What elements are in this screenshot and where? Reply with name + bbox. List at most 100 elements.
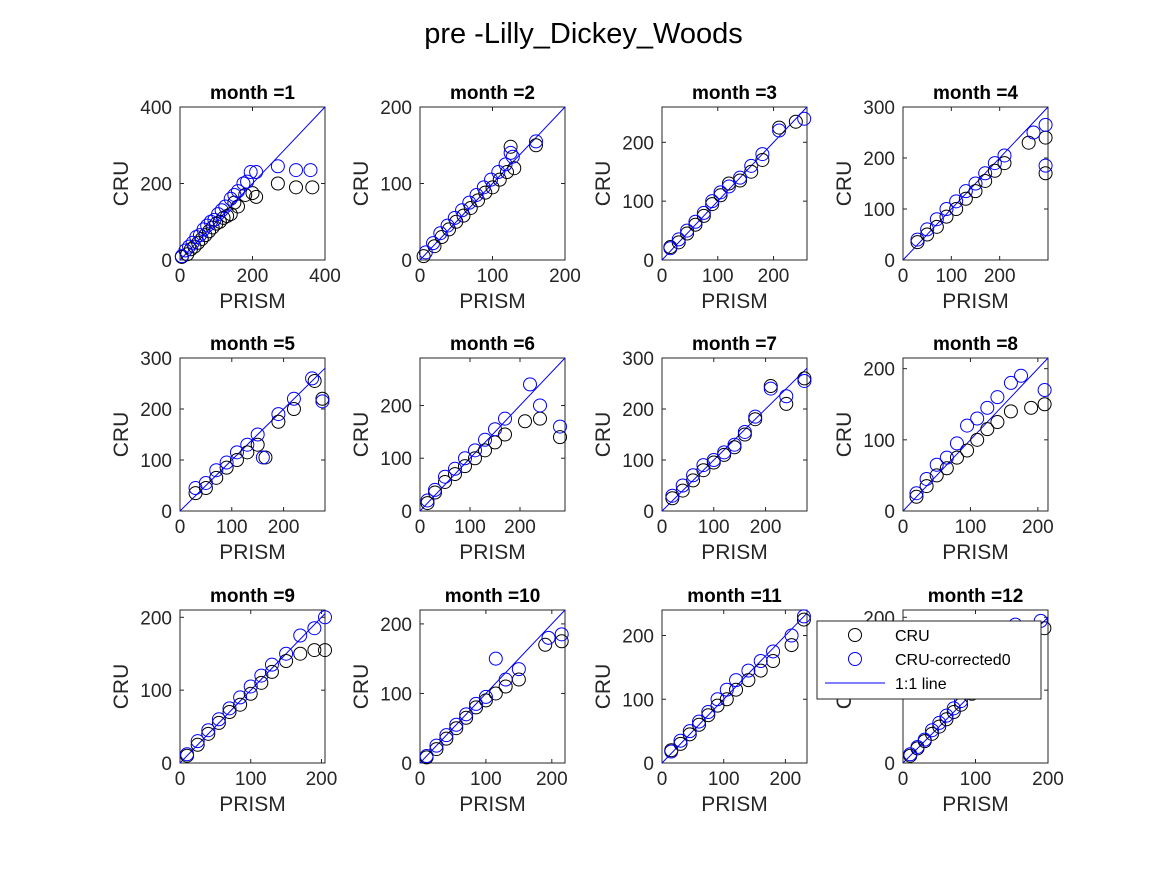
cru-point xyxy=(478,185,493,200)
y-tick-label: 200 xyxy=(863,360,895,381)
corrected-point xyxy=(189,230,204,245)
x-tick-label: 0 xyxy=(415,266,426,287)
corrected-point xyxy=(664,744,679,759)
subplot-month-6: 0 100 200 0 100 200 month =6 PRISM CRU xyxy=(350,334,567,564)
x-tick-label: 0 xyxy=(175,769,186,790)
corrected-point xyxy=(779,389,794,404)
one-to-one-line xyxy=(661,367,808,512)
corrected-point xyxy=(733,170,748,185)
cru-point xyxy=(249,189,264,204)
y-tick-label: 200 xyxy=(380,396,412,417)
one-to-one-line xyxy=(419,357,566,512)
cru-point xyxy=(939,209,954,224)
corrected-point xyxy=(264,657,279,672)
cru-point xyxy=(925,726,939,741)
axes-box xyxy=(179,357,326,512)
cru-point xyxy=(243,686,258,701)
cru-point xyxy=(438,474,452,489)
cru-point xyxy=(970,432,985,447)
x-tick-label: 200 xyxy=(306,769,338,790)
corrected-point xyxy=(286,391,301,406)
x-axis-label: PRISM xyxy=(701,290,768,313)
subplot-month-11: 0 100 200 0 100 200 month =11 PRISM CRU xyxy=(592,586,811,816)
corrected-point xyxy=(958,184,973,199)
cru-point xyxy=(485,180,500,195)
cru-point xyxy=(202,224,216,239)
legend-label: 1:1 line xyxy=(895,676,947,693)
cru-point xyxy=(191,235,206,250)
x-axis-label: PRISM xyxy=(459,541,526,564)
cru-point xyxy=(705,197,720,212)
legend-marker xyxy=(848,652,862,666)
y-axis-label: CRU xyxy=(110,412,133,458)
corrected-point xyxy=(488,651,503,666)
corrected-point xyxy=(1038,117,1053,132)
y-tick-label: 0 xyxy=(161,251,172,272)
cru-point xyxy=(779,396,794,411)
cru-point xyxy=(293,646,308,661)
y-tick-label: 0 xyxy=(401,251,412,272)
cru-point xyxy=(507,161,522,176)
cru-point xyxy=(469,700,484,715)
x-tick-label: 100 xyxy=(935,266,967,287)
corrected-point xyxy=(686,468,701,483)
x-tick-label: 200 xyxy=(549,266,581,287)
cru-point xyxy=(929,219,944,234)
x-tick-label: 0 xyxy=(415,517,426,538)
corrected-point xyxy=(449,717,464,732)
corrected-point xyxy=(970,411,985,426)
cru-point xyxy=(240,445,255,460)
corrected-point xyxy=(772,123,787,138)
x-axis-label: PRISM xyxy=(219,793,286,816)
x-tick-label: 100 xyxy=(216,517,248,538)
corrected-point xyxy=(236,176,251,191)
cru-point xyxy=(960,443,975,458)
corrected-point xyxy=(920,222,935,237)
cru-point xyxy=(458,459,472,474)
x-tick-label: 200 xyxy=(750,517,782,538)
cru-point xyxy=(471,193,485,208)
corrected-point xyxy=(420,493,435,508)
corrected-point xyxy=(980,400,995,415)
cru-point xyxy=(416,249,431,264)
y-axis-label: CRU xyxy=(592,412,615,458)
cru-point xyxy=(250,437,265,452)
corrected-point xyxy=(688,214,703,229)
corrected-point xyxy=(271,407,286,422)
cru-point xyxy=(1038,166,1053,181)
corrected-point xyxy=(478,432,492,447)
y-tick-label: 300 xyxy=(140,349,172,370)
corrected-point xyxy=(428,482,442,497)
corrected-point xyxy=(696,205,711,220)
cru-point xyxy=(1037,397,1052,412)
cru-point xyxy=(305,180,320,195)
cru-point xyxy=(264,664,279,679)
corrected-point xyxy=(459,707,474,722)
corrected-point xyxy=(939,450,954,465)
y-tick-label: 100 xyxy=(622,690,654,711)
corrected-point xyxy=(505,149,520,164)
corrected-point xyxy=(541,630,556,645)
x-tick-label: 100 xyxy=(698,517,730,538)
x-tick-label: 0 xyxy=(657,769,668,790)
y-tick-label: 100 xyxy=(863,431,895,452)
y-tick-label: 100 xyxy=(380,175,412,196)
cru-point xyxy=(733,173,748,188)
subplot-title: month =2 xyxy=(450,83,535,104)
corrected-point xyxy=(250,427,265,442)
corrected-point xyxy=(717,445,732,460)
figure-title: pre -Lilly_Dickey_Woods xyxy=(424,18,743,50)
corrected-point xyxy=(201,723,216,738)
corrected-point xyxy=(939,708,954,723)
cru-point xyxy=(220,209,235,224)
cru-point xyxy=(270,176,285,191)
x-tick-label: 200 xyxy=(504,517,536,538)
corrected-point xyxy=(909,486,924,501)
corrected-point xyxy=(673,733,688,748)
corrected-point xyxy=(214,203,229,218)
cru-point xyxy=(939,712,954,727)
corrected-point xyxy=(744,158,759,173)
corrected-point xyxy=(929,212,944,227)
corrected-point xyxy=(910,232,925,247)
